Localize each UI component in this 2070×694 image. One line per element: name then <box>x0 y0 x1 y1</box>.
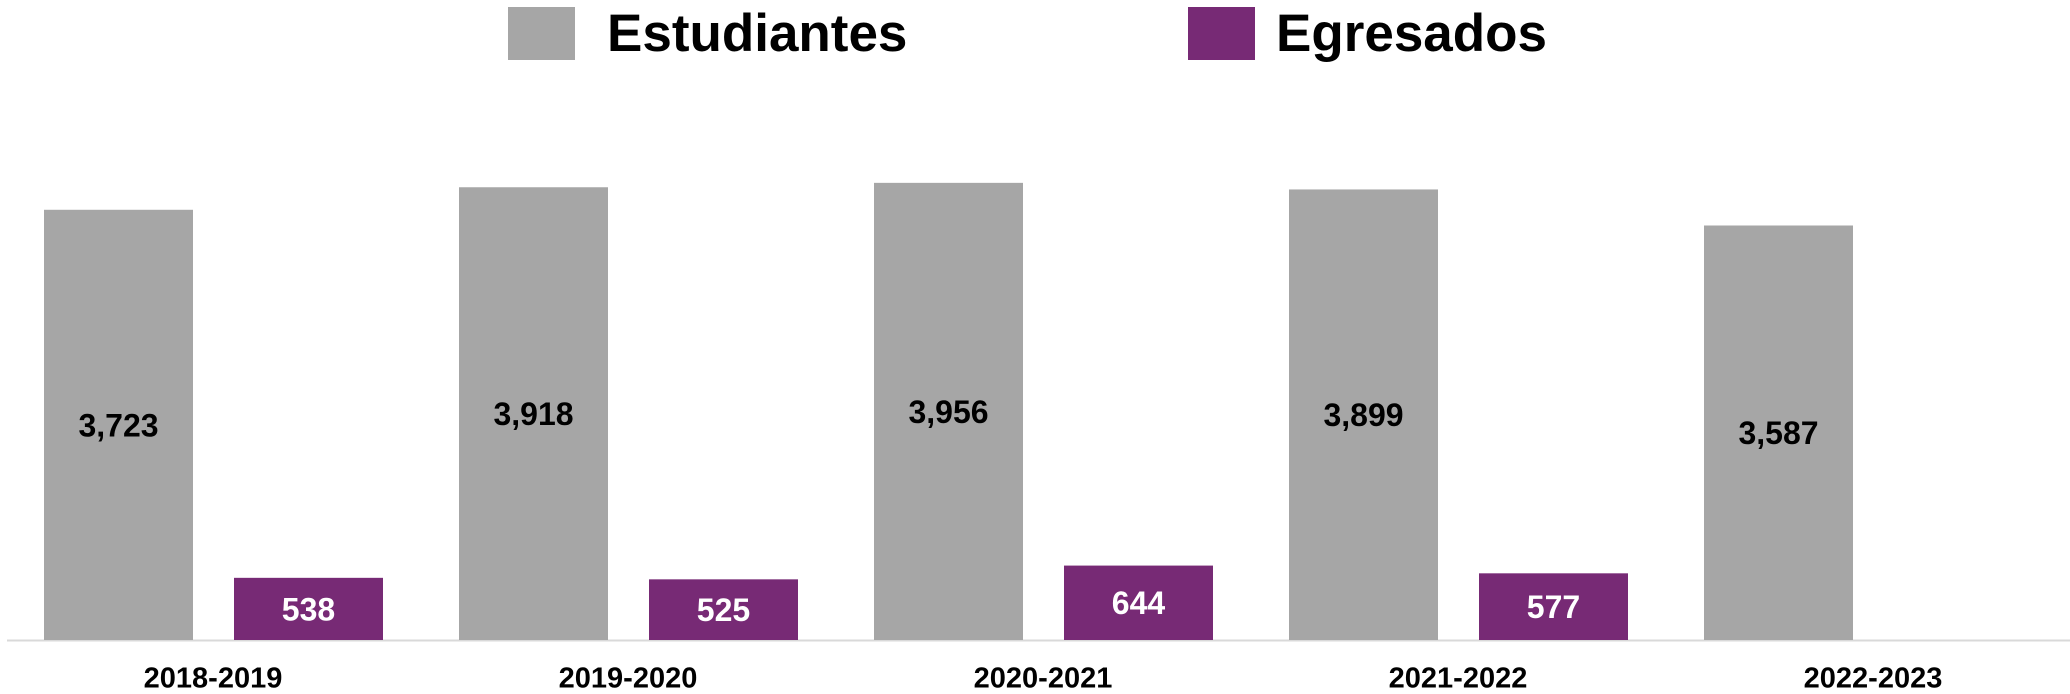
value-label: 538 <box>282 591 335 627</box>
value-label: 3,918 <box>493 396 573 432</box>
x-tick-label: 2022-2023 <box>1804 663 1943 694</box>
bar <box>649 579 798 640</box>
x-tick-label: 2020-2021 <box>974 663 1113 694</box>
legend-swatch <box>1188 7 1255 60</box>
value-label: 3,956 <box>908 394 988 430</box>
x-tick-label: 2018-2019 <box>144 663 283 694</box>
bar <box>1704 225 1853 640</box>
bar <box>459 187 608 640</box>
value-label: 644 <box>1112 585 1166 621</box>
value-label: 577 <box>1527 589 1580 625</box>
legend-swatch <box>508 7 575 60</box>
value-label: 3,723 <box>78 407 158 443</box>
value-label: 3,587 <box>1738 415 1818 451</box>
value-label: 525 <box>697 592 750 628</box>
value-label: 3,899 <box>1323 397 1403 433</box>
bar <box>1289 189 1438 640</box>
bar <box>1479 573 1628 640</box>
legend-label: Egresados <box>1276 4 1547 63</box>
x-tick-label: 2021-2022 <box>1389 663 1528 694</box>
x-tick-label: 2019-2020 <box>559 663 698 694</box>
bar <box>1064 565 1213 640</box>
bar <box>234 577 383 640</box>
legend-label: Estudiantes <box>607 4 907 63</box>
bar <box>44 209 193 640</box>
bar <box>874 182 1023 640</box>
